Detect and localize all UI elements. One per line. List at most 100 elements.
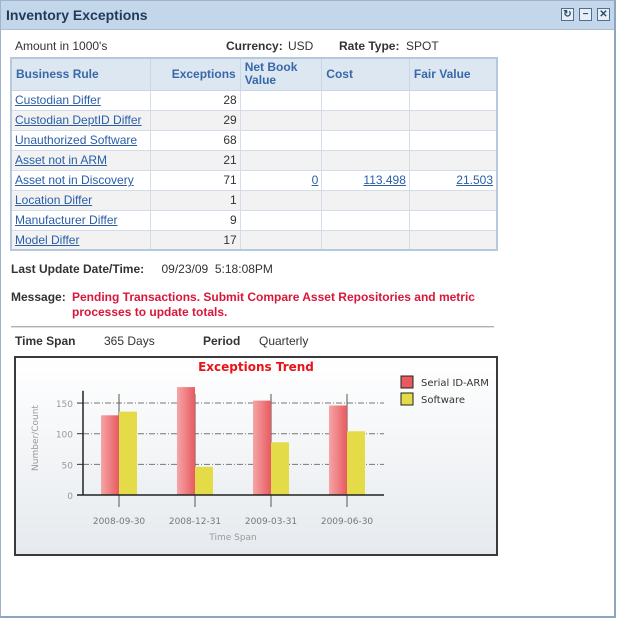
table-row: Location Differ 1 [10, 189, 498, 211]
business-rule-link[interactable]: Custodian DeptID Differ [15, 113, 142, 127]
legend-swatch [400, 392, 414, 406]
business-rule-cell: Model Differ [10, 229, 151, 251]
cost-cell [321, 229, 410, 251]
y-tick-label: 150 [56, 400, 73, 410]
rate-type-label: Rate Type: [339, 39, 400, 53]
exceptions-cell: 28 [149, 89, 241, 111]
minimize-icon[interactable]: − [579, 8, 592, 21]
table-row: Asset not in Discovery 71 0 113.498 21.503 [10, 169, 498, 191]
y-axis-label: Number/Count [31, 405, 41, 471]
cost-cell [321, 149, 410, 171]
message-label: Message: [11, 290, 66, 304]
period-value: Quarterly [259, 334, 309, 348]
portlet-title: Inventory Exceptions [6, 7, 148, 23]
net-book-value-cell [239, 209, 323, 231]
exceptions-trend-chart: Exceptions Trend 0 50 100 150 2008-09-30 2008-… [14, 356, 498, 556]
business-rule-cell: Asset not in Discovery [10, 169, 151, 191]
timespan-label: Time Span [15, 334, 76, 348]
chart-canvas: Exceptions Trend 0 50 100 150 2008-09-30 2008-… [31, 360, 489, 543]
table-row: Unauthorized Software 68 [10, 129, 498, 151]
business-rule-cell: Location Differ [10, 189, 151, 211]
amount-label: Amount in 1000's [15, 39, 108, 53]
business-rule-link[interactable]: Custodian Differ [15, 93, 101, 107]
legend-label: Software [421, 395, 465, 406]
business-rule-link[interactable]: Unauthorized Software [15, 133, 138, 147]
fair-value-cell: 21.503 [408, 169, 498, 191]
legend-swatch [400, 375, 414, 389]
fair-value-cell [408, 89, 498, 111]
net-book-value-link[interactable]: 0 [311, 173, 319, 187]
col-exceptions: Exceptions [149, 57, 241, 91]
bar-serial-id-arm [177, 387, 195, 495]
business-rule-link[interactable]: Model Differ [15, 232, 80, 247]
bar-software [271, 442, 289, 495]
y-tick-label: 100 [56, 431, 73, 441]
timespan-value: 365 Days [104, 334, 155, 348]
fair-value-cell [408, 189, 498, 211]
last-update-value: 09/23/09 5:18:08PM [161, 262, 273, 276]
x-tick-label: 2009-03-31 [245, 517, 297, 527]
table-row: Model Differ 17 [10, 229, 498, 251]
x-tick-label: 2008-09-30 [93, 517, 146, 527]
table-row: Custodian Differ 28 [10, 89, 498, 111]
net-book-value-cell [239, 149, 323, 171]
message-text: Pending Transactions. Submit Compare Ass… [72, 290, 475, 319]
col-net-book-value: Net Book Value [239, 57, 323, 91]
x-tick-label: 2009-06-30 [321, 517, 374, 527]
titlebar-icons: ↻ − ✕ [561, 8, 610, 21]
fair-value-cell [408, 229, 498, 251]
exceptions-cell: 9 [149, 209, 241, 231]
meta-row: Amount in 1000's Currency: USD Rate Type… [0, 39, 500, 53]
exceptions-cell: 17 [149, 229, 241, 251]
cost-cell [321, 209, 410, 231]
close-icon[interactable]: ✕ [597, 8, 610, 21]
last-update-label: Last Update Date/Time: [11, 262, 145, 276]
y-tick-label: 50 [62, 461, 74, 471]
cost-cell [321, 89, 410, 111]
y-tick-label: 0 [67, 492, 73, 502]
net-book-value-cell: 0 [239, 169, 323, 191]
business-rule-cell: Unauthorized Software [10, 129, 151, 151]
bar-software [347, 431, 365, 495]
legend-label: Serial ID-ARM [421, 378, 489, 389]
cost-cell: 113.498 [321, 169, 410, 191]
table-header-row: Business Rule Exceptions Net Book Value … [10, 57, 498, 91]
table-row: Manufacturer Differ 9 [10, 209, 498, 231]
rate-type-value: SPOT [406, 39, 439, 53]
business-rule-link[interactable]: Asset not in Discovery [15, 173, 134, 187]
business-rule-cell: Custodian DeptID Differ [10, 109, 151, 131]
refresh-icon[interactable]: ↻ [561, 8, 574, 21]
cost-link[interactable]: 113.498 [363, 173, 406, 187]
net-book-value-cell [239, 229, 323, 251]
business-rule-cell: Manufacturer Differ [10, 209, 151, 231]
fair-value-cell [408, 209, 498, 231]
currency-label: Currency: [226, 39, 283, 53]
fair-value-link[interactable]: 21.503 [456, 173, 493, 187]
exceptions-cell: 68 [149, 129, 241, 151]
business-rule-link[interactable]: Manufacturer Differ [15, 213, 118, 227]
exceptions-table: Business Rule Exceptions Net Book Value … [10, 57, 498, 251]
exceptions-cell: 71 [149, 169, 241, 191]
business-rule-cell: Custodian Differ [10, 89, 151, 111]
last-update: Last Update Date/Time: 09/23/09 5:18:08P… [11, 262, 273, 276]
x-axis-label: Time Span [208, 533, 257, 543]
exceptions-cell: 21 [149, 149, 241, 171]
cost-cell [321, 109, 410, 131]
cost-cell [321, 129, 410, 151]
table-row: Asset not in ARM 21 [10, 149, 498, 171]
table-row: Custodian DeptID Differ 29 [10, 109, 498, 131]
col-business-rule: Business Rule [10, 57, 151, 91]
exceptions-cell: 1 [149, 189, 241, 211]
bar-software [119, 411, 137, 495]
fair-value-cell [408, 149, 498, 171]
net-book-value-cell [239, 109, 323, 131]
x-tick-label: 2008-12-31 [169, 517, 221, 527]
fair-value-cell [408, 109, 498, 131]
business-rule-link[interactable]: Location Differ [15, 193, 93, 207]
net-book-value-cell [239, 129, 323, 151]
portlet-titlebar: Inventory Exceptions ↻ − ✕ [1, 1, 614, 30]
cost-cell [321, 189, 410, 211]
net-book-value-cell [239, 189, 323, 211]
business-rule-link[interactable]: Asset not in ARM [15, 153, 108, 167]
period-label: Period [203, 334, 241, 348]
